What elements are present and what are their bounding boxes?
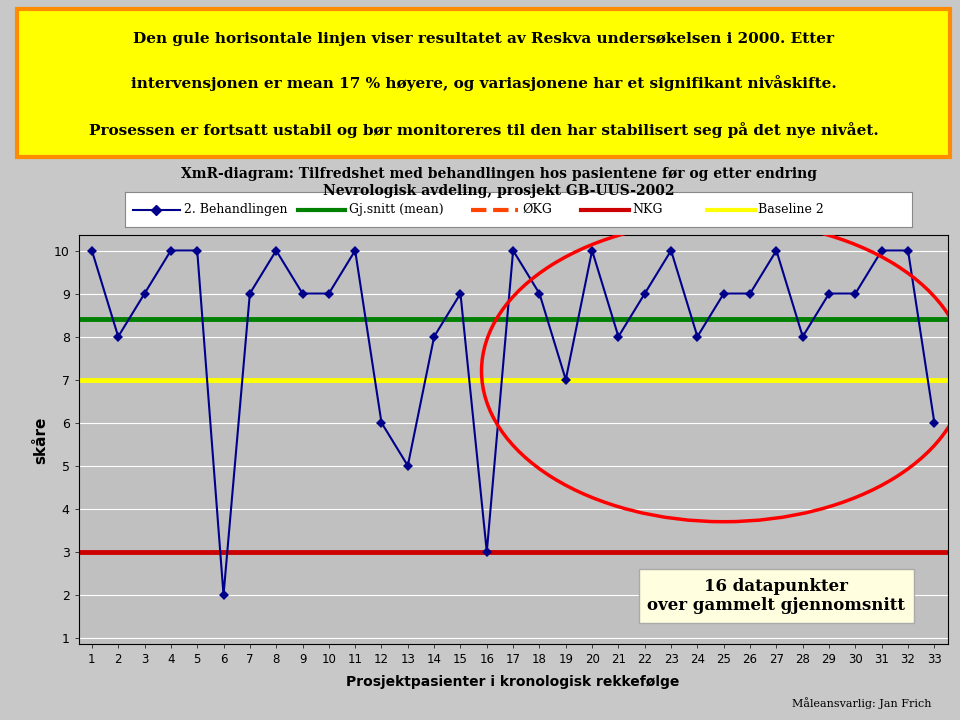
- Text: Måleansvarlig: Jan Frich: Måleansvarlig: Jan Frich: [792, 698, 931, 709]
- Text: ØKG: ØKG: [522, 203, 552, 216]
- Text: Nevrologisk avdeling, prosjekt GB-UUS-2002: Nevrologisk avdeling, prosjekt GB-UUS-20…: [324, 184, 675, 198]
- Text: 2. Behandlingen: 2. Behandlingen: [184, 203, 287, 216]
- Text: NKG: NKG: [633, 203, 663, 216]
- Y-axis label: skåre: skåre: [34, 416, 48, 464]
- Text: Prosessen er fortsatt ustabil og bør monitoreres til den har stabilisert seg på : Prosessen er fortsatt ustabil og bør mon…: [89, 122, 878, 138]
- X-axis label: Prosjektpasienter i kronologisk rekkefølge: Prosjektpasienter i kronologisk rekkeføl…: [347, 675, 680, 689]
- FancyBboxPatch shape: [17, 9, 950, 157]
- Text: Den gule horisontale linjen viser resultatet av Reskva undersøkelsen i 2000. Ett: Den gule horisontale linjen viser result…: [133, 32, 834, 46]
- Text: 16 datapunkter
over gammelt gjennomsnitt: 16 datapunkter over gammelt gjennomsnitt: [647, 577, 905, 614]
- Text: Gj.snitt (mean): Gj.snitt (mean): [349, 203, 444, 216]
- Text: intervensjonen er mean 17 % høyere, og variasjonene har et signifikant nivåskift: intervensjonen er mean 17 % høyere, og v…: [131, 75, 837, 91]
- Text: Baseline 2: Baseline 2: [758, 203, 825, 216]
- Text: XmR-diagram: Tilfredshet med behandlingen hos pasientene før og etter endring: XmR-diagram: Tilfredshet med behandlinge…: [181, 167, 817, 181]
